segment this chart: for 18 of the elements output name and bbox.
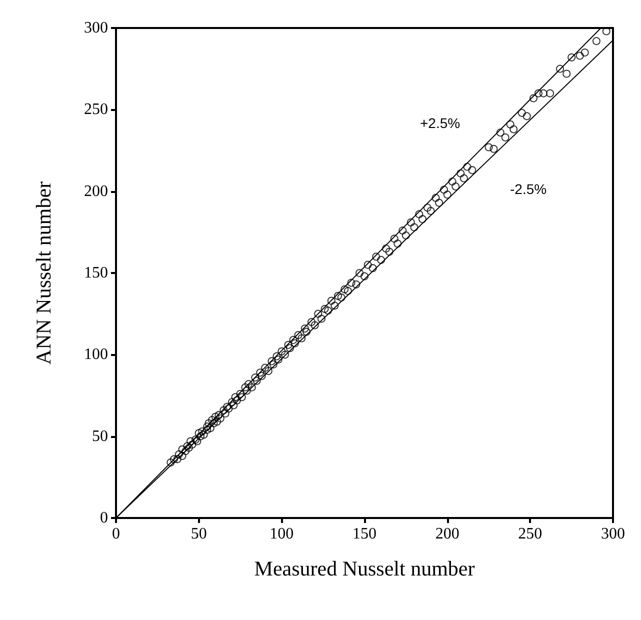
y-tick-label: 0 <box>100 510 108 526</box>
x-tick-label: 150 <box>352 526 376 542</box>
y-axis-title: ANN Nusselt number <box>32 181 56 365</box>
y-tick-label: 200 <box>84 182 108 200</box>
y-tick-label: 300 <box>84 20 108 36</box>
y-tick-label: 100 <box>84 346 108 364</box>
x-axis-title: Measured Nusselt number <box>254 556 475 580</box>
x-tick-label: 0 <box>112 526 120 542</box>
x-tick-label: 250 <box>518 526 542 542</box>
x-tick-label: 50 <box>190 526 207 542</box>
y-tick-label: 150 <box>84 264 108 282</box>
x-tick-label: 200 <box>435 526 460 542</box>
x-tick-label: 300 <box>601 526 625 542</box>
y-tick-label: 250 <box>84 101 108 118</box>
annotation: -2.5% <box>510 181 547 197</box>
y-tick-label: 50 <box>92 428 108 445</box>
x-tick-label: 100 <box>270 526 294 542</box>
annotation: +2.5% <box>420 115 460 131</box>
